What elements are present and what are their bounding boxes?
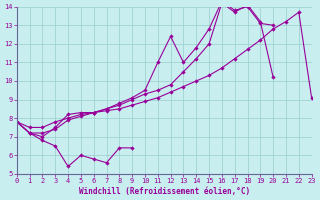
X-axis label: Windchill (Refroidissement éolien,°C): Windchill (Refroidissement éolien,°C) [79,187,250,196]
